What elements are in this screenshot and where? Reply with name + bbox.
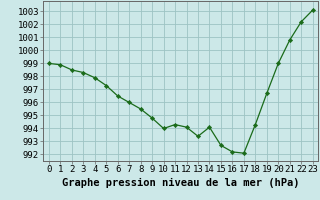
X-axis label: Graphe pression niveau de la mer (hPa): Graphe pression niveau de la mer (hPa)	[62, 178, 300, 188]
